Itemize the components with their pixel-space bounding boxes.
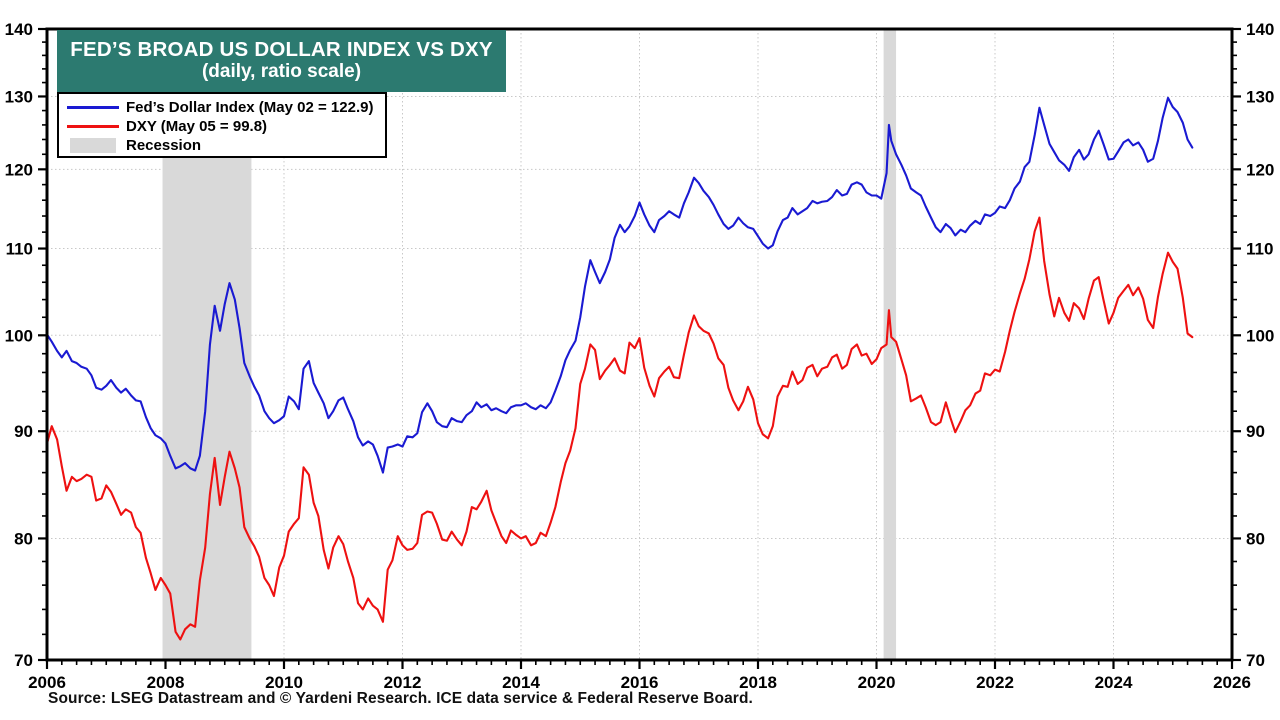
axis-ticks — [38, 27, 1241, 669]
svg-text:80: 80 — [1246, 529, 1265, 548]
svg-text:2020: 2020 — [858, 673, 896, 692]
svg-text:2024: 2024 — [1095, 673, 1133, 692]
svg-text:90: 90 — [1246, 422, 1265, 441]
svg-text:70: 70 — [1246, 651, 1265, 670]
svg-text:2022: 2022 — [976, 673, 1014, 692]
legend-item-dxy: DXY (May 05 = 99.8) — [65, 117, 379, 136]
svg-text:2026: 2026 — [1213, 673, 1251, 692]
legend-item-fed: Fed’s Dollar Index (May 02 = 122.9) — [65, 98, 379, 117]
chart-legend: Fed’s Dollar Index (May 02 = 122.9) DXY … — [57, 92, 387, 158]
svg-text:100: 100 — [5, 326, 33, 345]
legend-label-recession: Recession — [126, 137, 202, 154]
chart-title: FED’S BROAD US DOLLAR INDEX VS DXY — [70, 38, 493, 62]
legend-swatch-dxy-line-icon — [65, 120, 120, 134]
legend-item-recession: Recession — [65, 136, 379, 155]
svg-text:2008: 2008 — [147, 673, 185, 692]
svg-text:80: 80 — [14, 529, 33, 548]
svg-text:140: 140 — [5, 20, 33, 39]
svg-text:70: 70 — [14, 651, 33, 670]
svg-text:2014: 2014 — [502, 673, 540, 692]
chart-title-banner: FED’S BROAD US DOLLAR INDEX VS DXY (dail… — [57, 30, 506, 92]
svg-text:2012: 2012 — [384, 673, 422, 692]
svg-text:120: 120 — [1246, 160, 1274, 179]
svg-text:2018: 2018 — [739, 673, 777, 692]
svg-text:2016: 2016 — [621, 673, 659, 692]
legend-swatch-fed-line-icon — [65, 101, 120, 115]
data-series — [45, 96, 1194, 641]
svg-text:130: 130 — [5, 87, 33, 106]
legend-swatch-recession-band-icon — [65, 138, 120, 153]
legend-label-dxy: DXY (May 05 = 99.8) — [126, 118, 268, 135]
svg-text:2006: 2006 — [28, 673, 66, 692]
legend-label-fed: Fed’s Dollar Index (May 02 = 122.9) — [126, 99, 374, 116]
source-note: Source: LSEG Datastream and © Yardeni Re… — [48, 690, 753, 707]
chart-subtitle: (daily, ratio scale) — [201, 60, 362, 82]
svg-text:90: 90 — [14, 422, 33, 441]
svg-text:130: 130 — [1246, 87, 1274, 106]
svg-text:120: 120 — [5, 160, 33, 179]
svg-text:100: 100 — [1246, 326, 1274, 345]
axis-tick-labels: 70 70 80 80 90 90 100 100 110 110 120 120 130 130 140 1… — [5, 20, 1275, 692]
svg-text:140: 140 — [1246, 20, 1274, 39]
svg-text:2010: 2010 — [265, 673, 303, 692]
svg-text:110: 110 — [1246, 240, 1273, 259]
svg-text:110: 110 — [6, 240, 33, 259]
